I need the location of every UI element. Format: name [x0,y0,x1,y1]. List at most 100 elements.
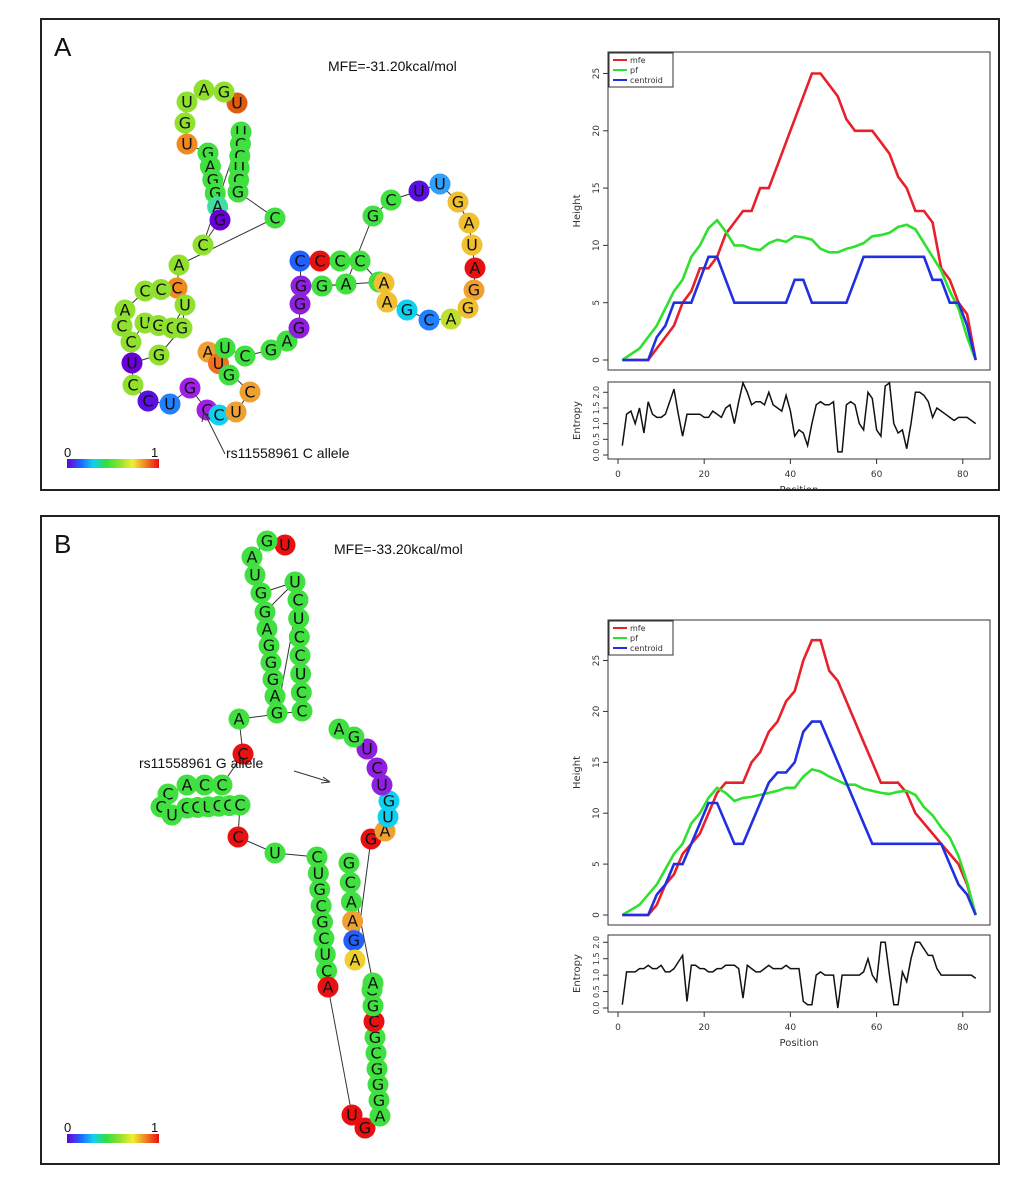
x-tick-label: 0 [615,1023,621,1033]
backbone-segment [178,217,276,266]
nucleotide-node [307,862,329,884]
nucleotide-letter: U [249,566,261,585]
nucleotide-letter: A [341,275,352,294]
nucleotide-letter: A [464,214,475,233]
nucleotide-letter: U [219,339,231,358]
nucleotide-letter: C [314,252,325,271]
entropy-line [621,380,977,453]
nucleotide-node [310,895,332,917]
nucleotide-letter: C [385,191,396,210]
nucleotide-letter: U [202,797,214,816]
nucleotide-letter: G [176,319,188,338]
nucleotide-letter: A [375,1107,386,1126]
x-tick-label: 60 [871,470,883,480]
nucleotide-letter: C [334,252,345,271]
nucleotide-letter: G [184,379,196,398]
nucleotide-node [174,294,196,316]
nucleotide-node [227,181,249,203]
nucleotide-letter: U [139,314,151,333]
nucleotide-node [148,344,170,366]
nucleotide-node [256,530,278,552]
nucleotide-letter: G [295,277,307,296]
entropy-tick-label: 2.0 [592,936,601,949]
legend-label: centroid [630,644,663,653]
nucleotide-letter: G [314,880,326,899]
nucleotide-node [287,589,309,611]
nucleotide-letter: C [345,873,356,892]
nucleotide-node [311,275,333,297]
nucleotide-letter: C [197,236,208,255]
nucleotide-letter: G [365,830,377,849]
nucleotide-node [193,79,215,101]
nucleotide-node [122,374,144,396]
x-tick-label: 40 [785,1023,797,1033]
nucleotide-letter: C [213,406,224,425]
nucleotide-node [134,280,156,302]
nucleotide-letter: U [181,135,193,154]
nucleotide-node [369,1105,391,1127]
nucleotide-node [232,743,254,765]
nucleotide-letter: C [296,683,307,702]
nucleotide-letter: C [269,209,280,228]
nucleotide-node [362,205,384,227]
nucleotide-node [192,234,214,256]
height-plot-frame [607,619,991,926]
nucleotide-node [225,401,247,423]
nucleotide-letter: U [166,806,178,825]
nucleotide-node [208,404,230,426]
nucleotide-node [447,191,469,213]
nucleotide-node [342,910,364,932]
nucleotide-letter: U [213,354,225,373]
nucleotide-node [229,794,251,816]
nucleotide-node [371,774,393,796]
legend-label: mfe [630,624,646,633]
nucleotide-letter: G [348,728,360,747]
nucleotide-letter: G [468,281,480,300]
nucleotide-node [241,546,263,568]
nucleotide-letter: U [181,93,193,112]
nucleotide-letter: C [244,383,255,402]
nucleotide-node [137,390,159,412]
nucleotide-node [260,339,282,361]
nucleotide-letter: G [367,207,379,226]
nucleotide-node [209,209,231,231]
entropy-plot-frame [607,381,991,460]
nucleotide-letter: A [247,548,258,567]
entropy-tick-label: 1.0 [592,969,601,982]
nucleotide-letter: A [199,81,210,100]
y-axis-label: Height [572,194,583,227]
nucleotide-node [461,234,483,256]
entropy-tick-label: 1.5 [592,402,601,415]
nucleotide-node [377,806,399,828]
x-tick-label: 0 [615,470,621,480]
nucleotide-letter: G [294,295,306,314]
snp-allele-label: rs11558961 G allele [139,755,264,771]
y-tick-label: 15 [592,182,602,193]
nucleotide-node [159,393,181,415]
nucleotide-letter: C [162,785,173,804]
nucleotide-letter: C [311,848,322,867]
nucleotide-node [354,1117,376,1139]
nucleotide-node [309,250,331,272]
colorbar-min-label: 0 [64,1120,72,1135]
nucleotide-node [458,212,480,234]
nucleotide-node [338,852,360,874]
nucleotide-letter: A [350,951,361,970]
probability-colorbar [67,459,159,468]
nucleotide-node [290,275,312,297]
nucleotide-node [254,601,276,623]
nucleotide-letter: G [367,996,379,1015]
x-tick-label: 20 [698,1023,710,1033]
nucleotide-node [262,668,284,690]
snp-arrowhead [201,411,211,423]
nucleotide-letter: C [296,702,307,721]
y-tick-label: 10 [592,807,602,819]
nucleotide-node [341,1104,363,1126]
nucleotide-node [339,871,361,893]
nucleotide-letter: G [373,1091,385,1110]
x-axis-label: Position [780,485,819,490]
nucleotide-letter: G [359,1119,371,1138]
